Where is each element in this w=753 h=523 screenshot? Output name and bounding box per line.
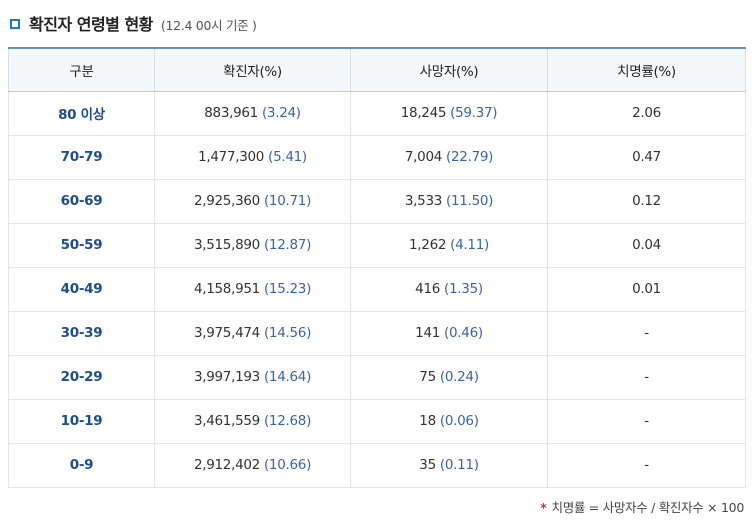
cases-cell: 4,158,951 (15.23): [154, 267, 351, 312]
cases-value: 1,477,300: [198, 149, 265, 165]
deaths-percent: (59.37): [450, 105, 498, 121]
table-row: 0-9 2,912,402 (10.66) 35 (0.11) -: [8, 443, 746, 488]
deaths-percent: (0.46): [444, 325, 483, 341]
table-row: 30-39 3,975,474 (14.56) 141 (0.46) -: [8, 311, 746, 356]
cases-value: 883,961: [204, 105, 258, 121]
deaths-percent: (0.24): [439, 369, 479, 385]
table-header-row: 구분 확진자(%) 사망자(%) 치명률(%): [8, 47, 746, 92]
age-group-cell: 0-9: [8, 443, 155, 488]
deaths-cell: 75 (0.24): [350, 355, 548, 400]
deaths-value: 1,262: [409, 237, 447, 253]
cases-value: 3,515,890: [193, 237, 260, 253]
cases-value: 3,461,559: [193, 413, 260, 429]
cases-cell: 2,912,402 (10.66): [154, 443, 351, 488]
cases-cell: 3,975,474 (14.56): [154, 311, 351, 356]
cases-cell: 2,925,360 (10.71): [154, 179, 351, 224]
table-row: 80 이상 883,961 (3.24) 18,245 (59.37) 2.06: [8, 91, 746, 136]
cases-cell: 1,477,300 (5.41): [154, 135, 351, 180]
deaths-percent: (0.11): [439, 457, 479, 473]
table-row: 60-69 2,925,360 (10.71) 3,533 (11.50) 0.12: [8, 179, 746, 224]
deaths-cell: 3,533 (11.50): [350, 179, 548, 224]
deaths-cell: 18,245 (59.37): [350, 91, 548, 136]
cases-cell: 3,515,890 (12.87): [154, 223, 351, 268]
cases-value: 3,975,474: [193, 325, 260, 341]
age-group-cell: 50-59: [8, 223, 155, 268]
deaths-percent: (22.79): [446, 149, 494, 165]
cases-percent: (14.56): [263, 325, 312, 341]
cases-percent: (10.71): [263, 193, 312, 209]
column-header-deaths: 사망자(%): [350, 47, 548, 92]
table-body: 80 이상 883,961 (3.24) 18,245 (59.37) 2.06 70-…: [8, 91, 746, 488]
reference-time: (12.4 00시 기준 ): [160, 17, 257, 33]
cases-percent: (12.87): [263, 237, 312, 253]
cases-cell: 3,997,193 (14.64): [154, 355, 351, 400]
fatality-rate-cell: 2.06: [547, 91, 746, 136]
age-group-cell: 20-29: [8, 355, 155, 400]
deaths-value: 416: [415, 281, 441, 297]
deaths-percent: (4.11): [450, 237, 489, 253]
cases-percent: (5.41): [268, 149, 307, 165]
deaths-value: 3,533: [404, 193, 443, 209]
table-row: 20-29 3,997,193 (14.64) 75 (0.24) -: [8, 355, 746, 400]
footnote-text: 치명률 = 사망자수 / 확진자수 × 100: [551, 500, 745, 515]
deaths-value: 7,004: [404, 149, 443, 165]
cases-percent: (15.23): [263, 281, 312, 297]
deaths-value: 18: [419, 413, 436, 429]
age-group-cell: 40-49: [8, 267, 155, 312]
cases-value: 4,158,951: [193, 281, 260, 297]
deaths-cell: 416 (1.35): [350, 267, 548, 312]
deaths-value: 35: [419, 457, 436, 473]
fatality-rate-cell: 0.01: [547, 267, 746, 312]
fatality-rate-cell: -: [547, 355, 746, 400]
deaths-percent: (0.06): [439, 413, 479, 429]
deaths-value: 18,245: [400, 105, 447, 121]
deaths-value: 141: [415, 325, 441, 341]
cases-value: 3,997,193: [193, 369, 260, 385]
table-row: 40-49 4,158,951 (15.23) 416 (1.35) 0.01: [8, 267, 746, 312]
cases-percent: (3.24): [261, 105, 301, 121]
column-header-group: 구분: [8, 47, 155, 92]
fatality-rate-cell: -: [547, 311, 746, 356]
deaths-cell: 141 (0.46): [350, 311, 548, 356]
fatality-rate-cell: 0.47: [547, 135, 746, 180]
footnote: * 치명률 = 사망자수 / 확진자수 × 100: [540, 497, 744, 516]
footnote-marker: *: [540, 500, 547, 515]
deaths-cell: 1,262 (4.11): [350, 223, 548, 268]
age-group-cell: 10-19: [8, 399, 155, 444]
fatality-rate-cell: 0.04: [547, 223, 746, 268]
fatality-rate-cell: -: [547, 399, 746, 444]
table-row: 70-79 1,477,300 (5.41) 7,004 (22.79) 0.47: [8, 135, 746, 180]
age-group-cell: 60-69: [8, 179, 155, 224]
table-row: 50-59 3,515,890 (12.87) 1,262 (4.11) 0.04: [8, 223, 746, 268]
deaths-cell: 35 (0.11): [350, 443, 548, 488]
deaths-cell: 7,004 (22.79): [350, 135, 548, 180]
deaths-percent: (11.50): [446, 193, 494, 209]
deaths-cell: 18 (0.06): [350, 399, 548, 444]
page-title: 확진자 연령별 현황: [29, 15, 153, 34]
deaths-percent: (1.35): [444, 281, 483, 297]
cases-cell: 883,961 (3.24): [154, 91, 351, 136]
cases-value: 2,925,360: [193, 193, 260, 209]
age-group-cell: 30-39: [8, 311, 155, 356]
column-header-fatality-rate: 치명률(%): [547, 47, 746, 92]
deaths-value: 75: [419, 369, 436, 385]
cases-cell: 3,461,559 (12.68): [154, 399, 351, 444]
age-group-table: 구분 확진자(%) 사망자(%) 치명률(%) 80 이상 883,961 (3.…: [8, 47, 746, 488]
cases-percent: (14.64): [263, 369, 312, 385]
cases-percent: (12.68): [263, 413, 312, 429]
square-outline-icon: [10, 18, 20, 29]
cases-percent: (10.66): [263, 457, 312, 473]
table-row: 10-19 3,461,559 (12.68) 18 (0.06) -: [8, 399, 746, 444]
cases-value: 2,912,402: [193, 457, 260, 473]
age-group-cell: 70-79: [8, 135, 155, 180]
title-bar: 확진자 연령별 현황 (12.4 00시 기준 ): [10, 10, 257, 36]
fatality-rate-cell: 0.12: [547, 179, 746, 224]
age-group-cell: 80 이상: [8, 91, 155, 136]
column-header-cases: 확진자(%): [154, 47, 351, 92]
fatality-rate-cell: -: [547, 443, 746, 488]
